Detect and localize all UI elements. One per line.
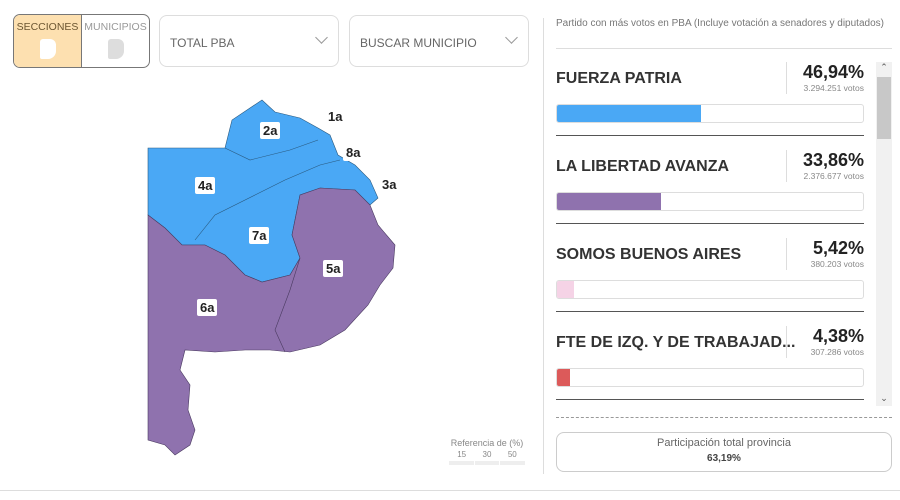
party-percent: 46,94% [802, 62, 864, 82]
party-votes: 380.203 votos [810, 259, 864, 269]
map-label-section-3: 3a [379, 176, 400, 193]
map-label-section-1: 1a [325, 108, 346, 125]
party-votes: 2.376.677 votos [803, 171, 865, 181]
party-name: FUERZA PATRIA [556, 70, 682, 87]
municipios-toggle[interactable]: MUNICIPIOS [82, 15, 149, 67]
divider [0, 490, 900, 491]
legend-title: Referencia de (%) [450, 438, 524, 448]
legend-tick: 50 [507, 450, 517, 459]
party-percent: 5,42% [812, 238, 864, 258]
total-select[interactable]: TOTAL PBA [159, 15, 339, 67]
map-label-section-6: 6a [197, 299, 218, 316]
party-row: SOMOS BUENOS AIRES 5,42% 380.203 votos [556, 238, 864, 326]
divider [543, 18, 544, 474]
party-percent: 4,38% [812, 326, 864, 346]
map-label-section-5: 5a [323, 260, 344, 277]
participation-value: 63,19% [707, 453, 741, 464]
section-border [274, 257, 301, 353]
divider [556, 311, 864, 312]
party-row: FTE DE IZQ. Y DE TRABAJAD... 4,38% 307.2… [556, 326, 864, 414]
participation-label: Participación total provincia [657, 437, 791, 449]
map-label-section-7: 7a [249, 227, 270, 244]
party-row: LA LIBERTAD AVANZA 33,86% 2.376.677 voto… [556, 150, 864, 238]
party-bar-fill [557, 105, 701, 122]
participation-box: Participación total provincia 63,19% [556, 432, 892, 472]
party-bar-fill [557, 369, 571, 386]
map-label-section-2: 2a [260, 122, 281, 139]
party-row: FUERZA PATRIA 46,94% 3.294.251 votos [556, 62, 864, 150]
province-icon [39, 39, 56, 59]
results-subtitle: Partido con más votos en PBA (Incluye vo… [556, 18, 884, 29]
map-label-section-4: 4a [195, 177, 216, 194]
scroll-down-icon[interactable]: ⌄ [880, 393, 888, 403]
party-percent: 33,86% [802, 150, 864, 170]
total-select-value: TOTAL PBA [170, 36, 235, 50]
party-bar [556, 192, 864, 211]
party-bar-fill [557, 193, 661, 210]
legend-tick: 30 [482, 450, 492, 459]
divider [556, 48, 892, 49]
party-bar-fill [557, 281, 574, 298]
party-votes: 3.294.251 votos [803, 83, 865, 93]
view-toggle: SECCIONES MUNICIPIOS [13, 14, 150, 68]
municipio-select-placeholder: BUSCAR MUNICIPIO [360, 36, 477, 50]
party-bar [556, 280, 864, 299]
legend-scale [449, 461, 526, 465]
party-name: SOMOS BUENOS AIRES [556, 246, 742, 263]
party-bar [556, 368, 864, 387]
map-region-libertad-avanza[interactable] [147, 187, 396, 456]
divider [556, 223, 864, 224]
map-legend: Referencia de (%) 15 30 50 [449, 438, 526, 465]
scrollbar-thumb[interactable] [877, 77, 891, 139]
secciones-toggle[interactable]: SECCIONES [14, 15, 82, 67]
section-border [194, 159, 341, 241]
divider [556, 135, 864, 136]
party-votes: 307.286 votos [810, 347, 864, 357]
party-name: LA LIBERTAD AVANZA [556, 158, 730, 175]
map-label-section-8: 8a [343, 144, 364, 161]
legend-tick: 15 [457, 450, 467, 459]
divider [556, 417, 892, 418]
secciones-label: SECCIONES [16, 21, 79, 33]
party-name: FTE DE IZQ. Y DE TRABAJAD... [556, 334, 796, 351]
divider [556, 399, 864, 400]
province-map [147, 99, 396, 456]
municipios-label: MUNICIPIOS [84, 21, 147, 33]
province-icon [107, 39, 124, 59]
party-bar [556, 104, 864, 123]
scroll-up-icon[interactable]: ⌃ [880, 62, 888, 72]
results-scrollbar[interactable]: ⌃ ⌄ [876, 62, 892, 406]
municipio-search-select[interactable]: BUSCAR MUNICIPIO [349, 15, 529, 67]
section-border [224, 139, 319, 161]
